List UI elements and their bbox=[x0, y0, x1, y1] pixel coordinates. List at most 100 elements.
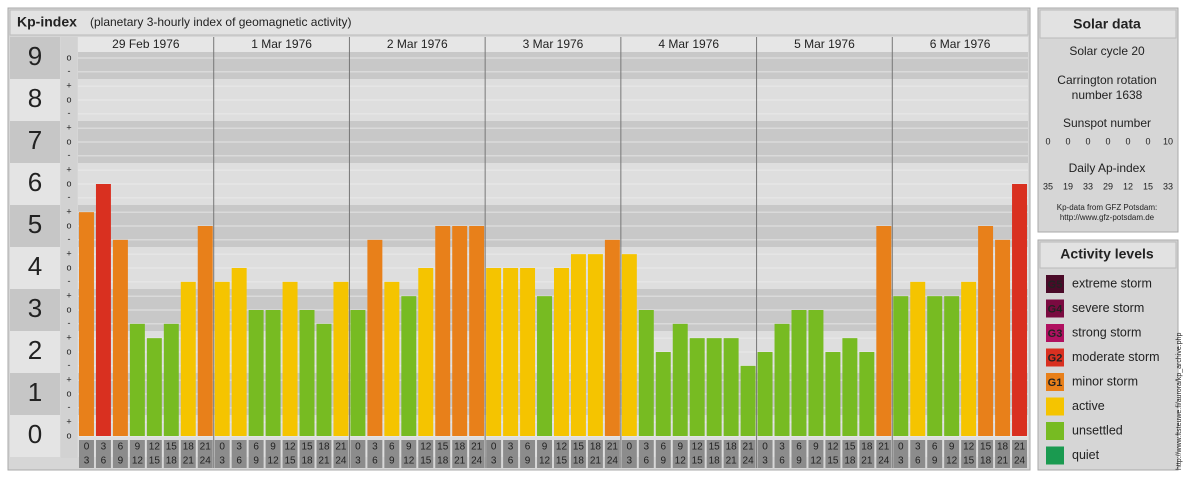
hour-label: 15 bbox=[437, 442, 449, 453]
hour-box bbox=[503, 440, 519, 468]
bar bbox=[214, 281, 230, 436]
hour-box bbox=[893, 440, 909, 468]
axis-band bbox=[10, 121, 60, 163]
date-label: 5 Mar 1976 bbox=[794, 37, 855, 51]
hour-label: 3 bbox=[779, 442, 785, 453]
bar bbox=[859, 352, 875, 436]
hour-box bbox=[146, 440, 162, 468]
hour-label: 9 bbox=[406, 442, 412, 453]
bar bbox=[79, 212, 94, 436]
minor-tick-label: - bbox=[68, 234, 71, 244]
hour-box bbox=[774, 440, 790, 468]
levels-title: Activity levels bbox=[1060, 246, 1154, 262]
sunspot-value: 10 bbox=[1163, 136, 1173, 146]
bar bbox=[435, 226, 451, 436]
hour-box bbox=[520, 440, 536, 468]
hour-box bbox=[554, 440, 569, 468]
hour-label: 21 bbox=[607, 442, 619, 453]
hour-label: 12 bbox=[132, 456, 144, 467]
hour-label: 6 bbox=[779, 456, 785, 467]
bar bbox=[570, 254, 586, 436]
ap-label: Daily Ap-index bbox=[1069, 161, 1146, 175]
bar bbox=[757, 352, 773, 436]
hour-label: 18 bbox=[166, 456, 178, 467]
ap-value: 35 bbox=[1043, 181, 1053, 191]
hour-box bbox=[265, 440, 281, 468]
hour-box bbox=[723, 440, 739, 468]
hour-box bbox=[978, 440, 994, 468]
hour-label: 6 bbox=[101, 456, 107, 467]
minor-tick-label: o bbox=[66, 178, 71, 188]
hour-label: 15 bbox=[420, 456, 432, 467]
bar bbox=[486, 268, 502, 436]
hour-box bbox=[231, 440, 247, 468]
source: Kp-data from GFZ Potsdam: bbox=[1057, 203, 1157, 212]
level-label: strong storm bbox=[1072, 325, 1141, 339]
date-label: 4 Mar 1976 bbox=[658, 37, 719, 51]
date-label: 6 Mar 1976 bbox=[930, 37, 991, 51]
hour-label: 6 bbox=[660, 442, 666, 453]
solar-title: Solar data bbox=[1073, 16, 1141, 32]
minor-tick-label: + bbox=[66, 291, 71, 301]
hour-label: 21 bbox=[318, 456, 330, 467]
minor-tick-label: + bbox=[66, 123, 71, 133]
hour-label: 18 bbox=[573, 456, 585, 467]
hour-box bbox=[486, 440, 502, 468]
hour-box bbox=[927, 440, 943, 468]
y-tick-label: 4 bbox=[28, 251, 42, 281]
minor-tick-label: o bbox=[66, 220, 71, 230]
bar bbox=[927, 296, 943, 436]
hour-label: 6 bbox=[508, 456, 514, 467]
hour-box bbox=[672, 440, 688, 468]
hour-label: 3 bbox=[219, 456, 225, 467]
hour-label: 6 bbox=[389, 442, 395, 453]
minor-tick-label: - bbox=[68, 108, 71, 118]
hour-label: 21 bbox=[1014, 442, 1026, 453]
axis-band bbox=[10, 289, 60, 331]
hour-label: 18 bbox=[437, 456, 449, 467]
hour-label: 15 bbox=[556, 456, 568, 467]
hour-label: 0 bbox=[898, 442, 904, 453]
sunspot-value: 0 bbox=[1085, 136, 1090, 146]
hour-label: 0 bbox=[627, 442, 633, 453]
date-label: 3 Mar 1976 bbox=[523, 37, 584, 51]
bar bbox=[621, 254, 637, 436]
hour-box bbox=[740, 440, 756, 468]
hour-label: 24 bbox=[1014, 456, 1026, 467]
level-label: extreme storm bbox=[1072, 276, 1152, 290]
level-swatch bbox=[1046, 373, 1064, 391]
hour-label: 18 bbox=[861, 442, 873, 453]
bar bbox=[910, 281, 926, 436]
minor-tick-label: - bbox=[68, 276, 71, 286]
minor-tick-label: o bbox=[66, 52, 71, 62]
y-tick-label: 7 bbox=[28, 125, 42, 155]
axis-band bbox=[10, 415, 60, 457]
hour-box bbox=[214, 440, 230, 468]
hour-label: 6 bbox=[915, 456, 921, 467]
hour-label: 15 bbox=[980, 442, 992, 453]
hour-box bbox=[112, 440, 128, 468]
hour-box bbox=[452, 440, 468, 468]
minor-tick-label: + bbox=[66, 417, 71, 427]
bar bbox=[418, 268, 434, 436]
hour-label: 3 bbox=[372, 442, 378, 453]
hour-label: 15 bbox=[284, 456, 296, 467]
bar bbox=[469, 226, 485, 436]
hour-label: 6 bbox=[372, 456, 378, 467]
bar bbox=[537, 296, 552, 436]
minor-tick-label: o bbox=[66, 388, 71, 398]
y-tick-label: 6 bbox=[28, 167, 42, 197]
hour-label: 12 bbox=[946, 456, 958, 467]
hour-label: 0 bbox=[491, 442, 497, 453]
hour-label: 18 bbox=[980, 456, 992, 467]
bar bbox=[587, 254, 603, 436]
minor-tick-label: + bbox=[66, 249, 71, 259]
hour-label: 9 bbox=[135, 442, 141, 453]
axis-band bbox=[10, 205, 60, 247]
sunspot-value: 0 bbox=[1065, 136, 1070, 146]
hour-label: 18 bbox=[844, 456, 856, 467]
hour-label: 9 bbox=[118, 456, 124, 467]
hour-box bbox=[95, 440, 111, 468]
axis-band bbox=[10, 373, 60, 415]
